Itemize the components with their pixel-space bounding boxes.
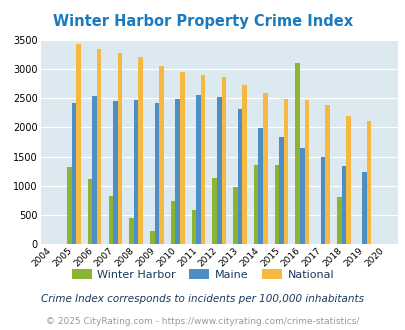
Bar [242,85,246,244]
Bar [171,201,175,244]
Bar [175,99,179,244]
Bar [283,99,288,244]
Bar [216,97,221,244]
Bar [324,105,329,244]
Text: Winter Harbor Property Crime Index: Winter Harbor Property Crime Index [53,14,352,29]
Bar [320,156,324,244]
Bar [262,93,267,244]
Bar [134,100,138,244]
Bar [212,178,216,244]
Bar [304,100,309,244]
Bar [258,128,262,244]
Bar [150,231,154,244]
Bar [129,218,134,244]
Bar [362,172,366,244]
Bar [221,77,226,244]
Bar [336,197,341,244]
Bar [279,137,283,244]
Bar [71,103,76,244]
Bar [108,196,113,244]
Bar [253,165,258,244]
Bar [154,103,159,244]
Bar [113,101,117,244]
Bar [299,148,304,244]
Bar [67,167,71,244]
Text: © 2025 CityRating.com - https://www.cityrating.com/crime-statistics/: © 2025 CityRating.com - https://www.city… [46,317,359,326]
Bar [97,49,101,244]
Bar [191,210,196,244]
Bar [341,166,345,244]
Bar [159,66,163,244]
Bar [87,179,92,244]
Legend: Winter Harbor, Maine, National: Winter Harbor, Maine, National [67,265,338,284]
Bar [274,165,279,244]
Bar [200,75,205,244]
Bar [196,95,200,244]
Bar [295,63,299,244]
Bar [117,53,122,244]
Bar [345,115,350,244]
Bar [232,187,237,244]
Bar [237,109,242,244]
Bar [138,56,143,244]
Bar [76,44,81,244]
Bar [92,96,97,244]
Bar [366,121,371,244]
Bar [179,72,184,244]
Text: Crime Index corresponds to incidents per 100,000 inhabitants: Crime Index corresponds to incidents per… [41,294,364,304]
